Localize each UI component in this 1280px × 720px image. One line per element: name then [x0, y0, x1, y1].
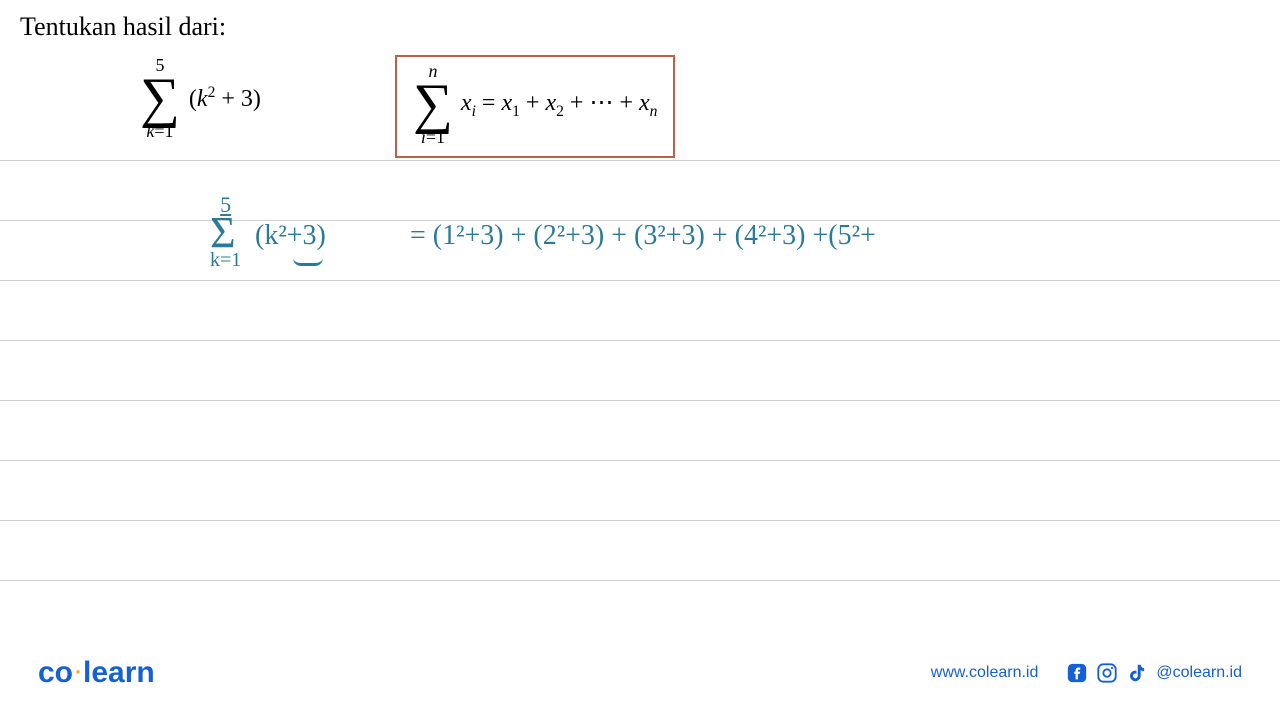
logo-dot: ·: [73, 654, 83, 687]
footer: co·learn www.colearn.id @colearn.id: [0, 656, 1280, 690]
social-handle: @colearn.id: [1156, 664, 1242, 682]
brand-logo: co·learn: [38, 656, 155, 690]
handwritten-term: (k²+3): [255, 220, 326, 252]
problem-expression: 5 ∑ k=1 (k2 + 3): [140, 55, 261, 142]
formula-sigma-lower: i=1: [421, 127, 445, 148]
facebook-icon: [1066, 662, 1088, 684]
website-url: www.colearn.id: [931, 664, 1039, 682]
hw-sigma-symbol: Σ: [210, 218, 241, 249]
formula-body: xi = x1 + x2 + ⋯ + xn: [461, 90, 658, 116]
instagram-icon: [1096, 662, 1118, 684]
sigma-symbol: ∑: [140, 76, 180, 121]
logo-co: co: [38, 656, 73, 689]
footer-right: www.colearn.id @colearn.id: [931, 662, 1242, 684]
tiktok-icon: [1126, 662, 1148, 684]
question-title: Tentukan hasil dari:: [20, 12, 226, 42]
handwritten-expansion: = (1²+3) + (2²+3) + (3²+3) + (4²+3) +(5²…: [410, 220, 876, 252]
handwritten-sigma: 5 Σ k=1: [210, 192, 241, 272]
formula-reference-box: n ∑ i=1 xi = x1 + x2 + ⋯ + xn: [395, 55, 675, 158]
social-links: @colearn.id: [1066, 662, 1242, 684]
handwritten-underline: [293, 258, 323, 266]
sigma-term: (k2 + 3): [189, 86, 261, 112]
sigma-lower-limit: k=1: [146, 121, 173, 142]
hw-sigma-lower: k=1: [210, 249, 241, 272]
logo-learn: learn: [83, 656, 155, 689]
formula-sigma-symbol: ∑: [413, 82, 453, 127]
